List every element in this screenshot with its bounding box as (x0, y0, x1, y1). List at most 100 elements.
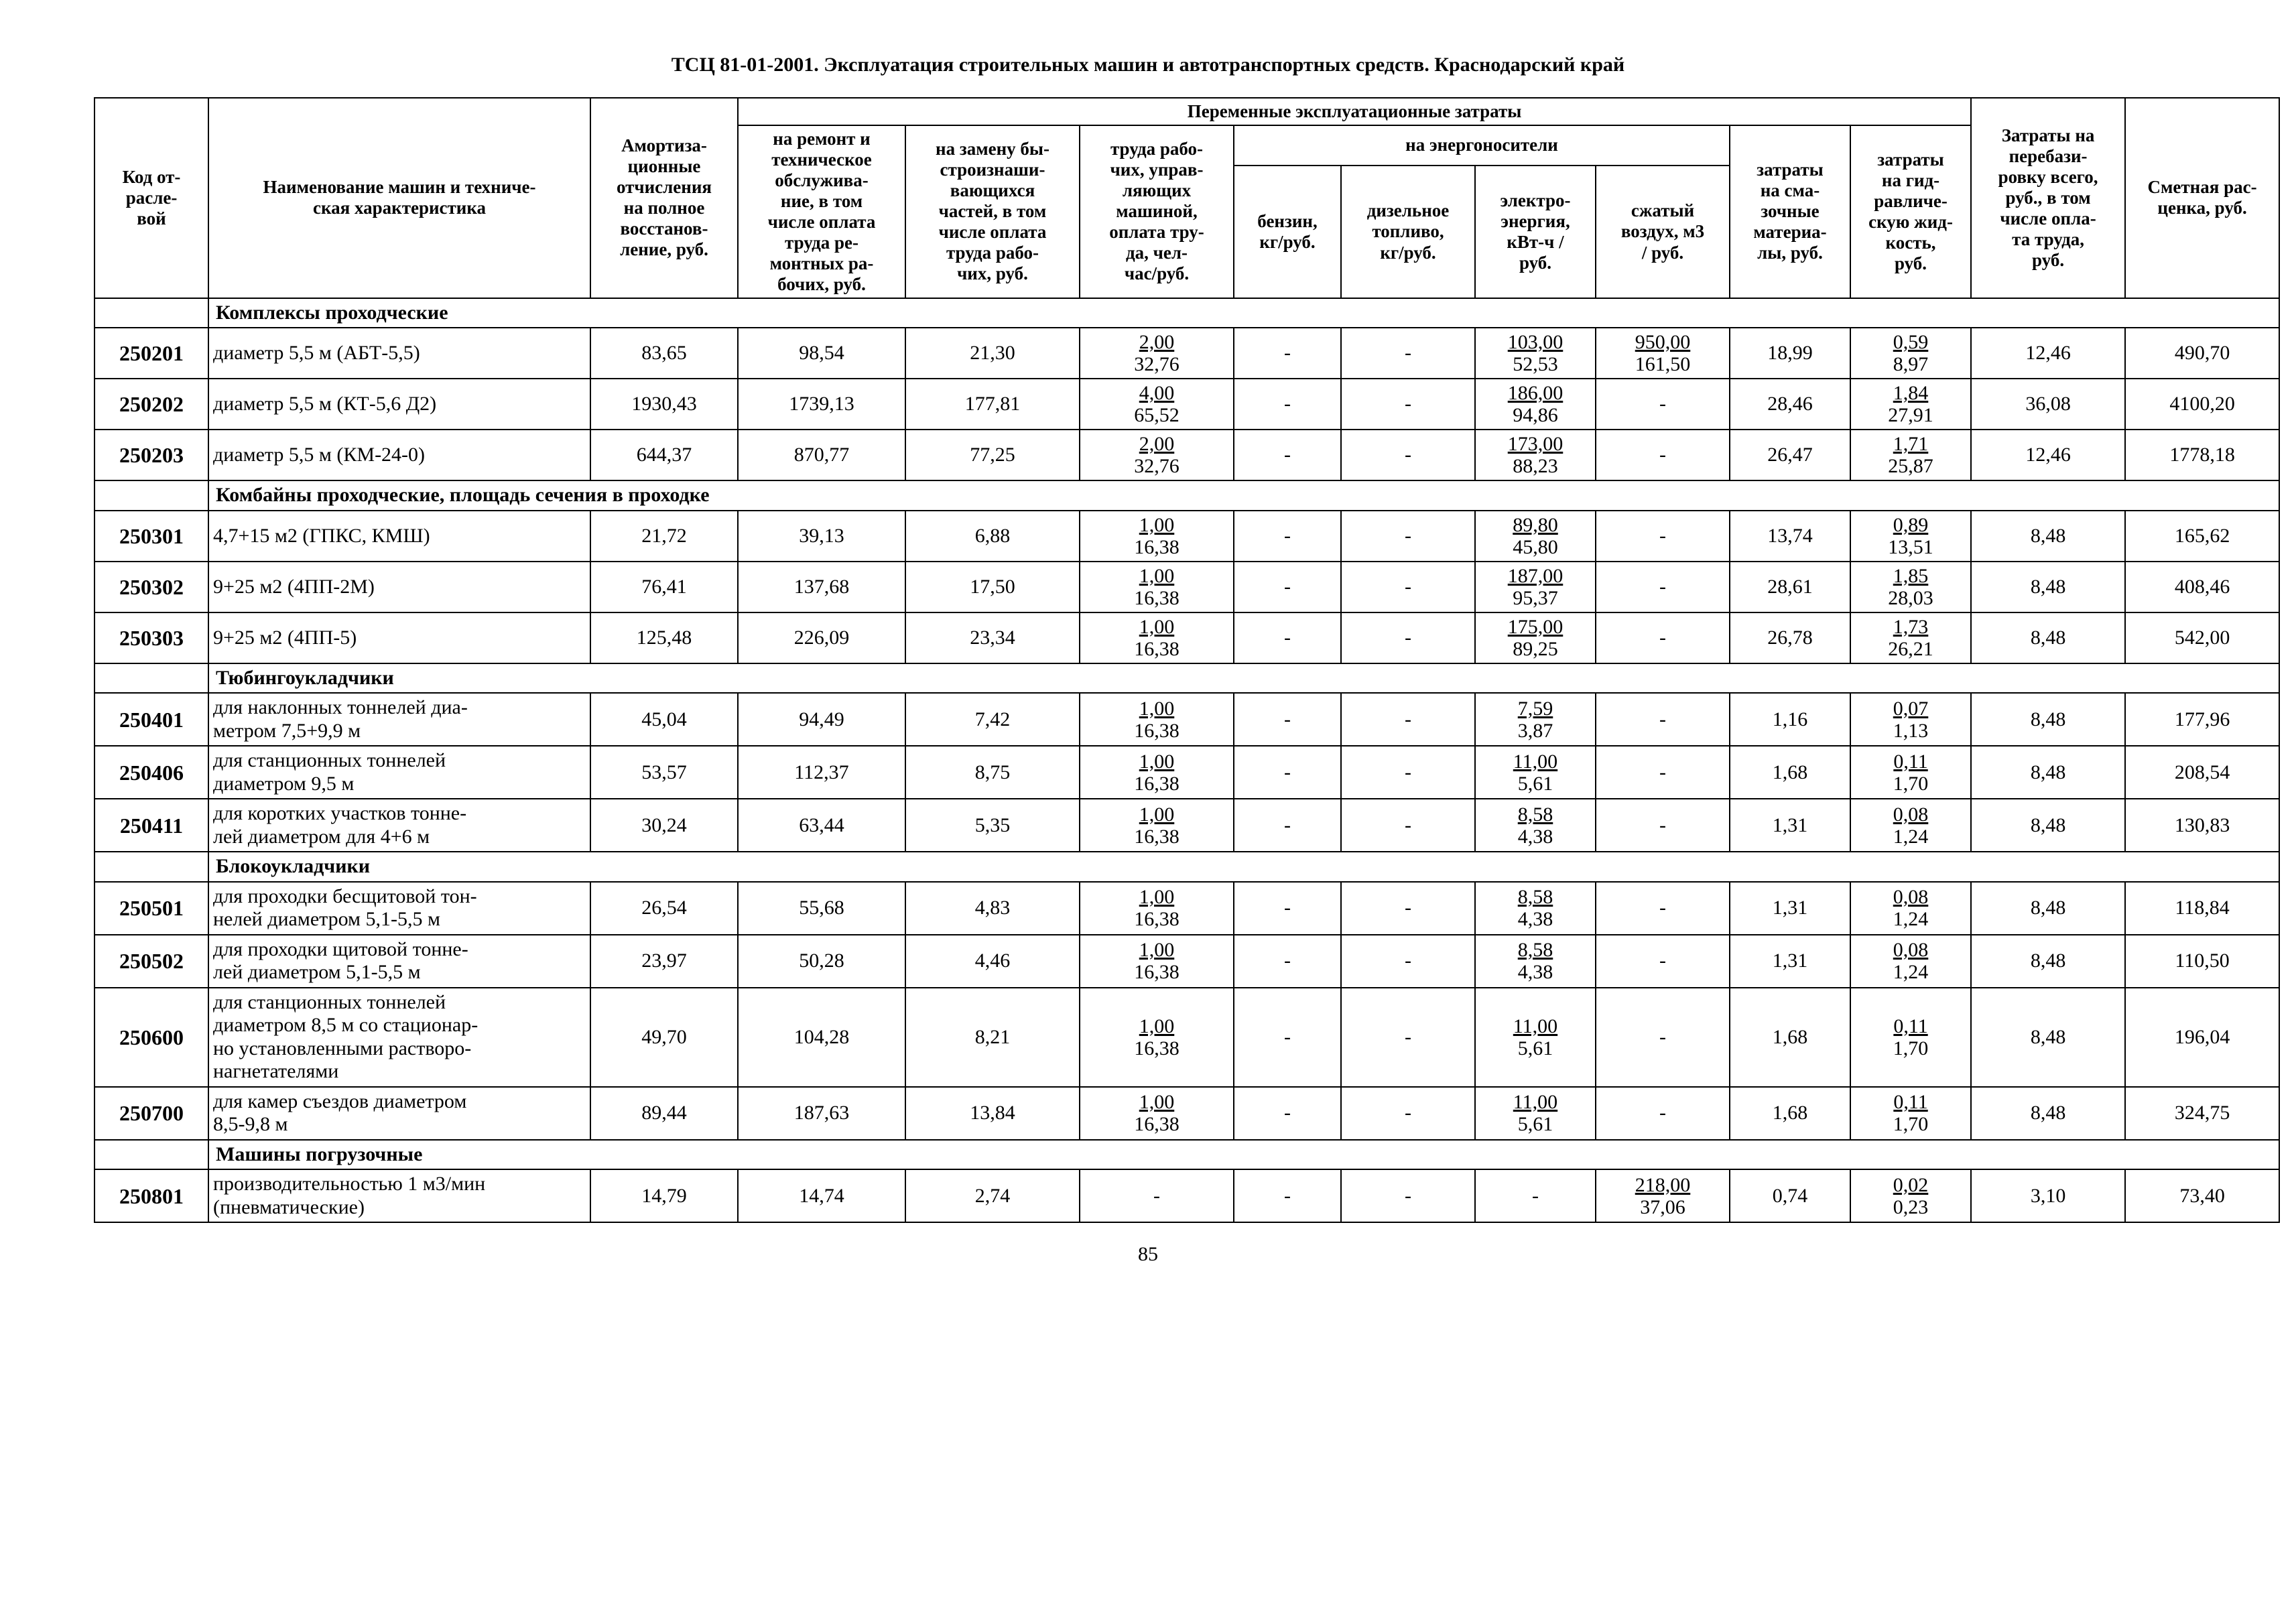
table-cell: 250600 (94, 988, 208, 1087)
table-cell: - (1596, 693, 1730, 746)
table-cell: 110,50 (2125, 935, 2279, 988)
table-cell: 0,111,70 (1850, 988, 1971, 1087)
table-row: 250401для наклонных тоннелей диа-метром … (94, 693, 2279, 746)
table-row: 250406для станционных тоннелейдиаметром … (94, 746, 2279, 799)
table-row: 250600для станционных тоннелейдиаметром … (94, 988, 2279, 1087)
table-cell: 250203 (94, 430, 208, 480)
table-row: 250411для коротких участков тонне-лей ди… (94, 799, 2279, 852)
table-cell: - (1341, 746, 1475, 799)
table-cell: 8,48 (1971, 693, 2125, 746)
table-cell: - (1234, 882, 1341, 935)
table-cell: - (1234, 328, 1341, 379)
table-cell: 11,005,61 (1475, 1087, 1596, 1140)
table-cell: 12,46 (1971, 430, 2125, 480)
table-cell: 250700 (94, 1087, 208, 1140)
table-cell: 21,30 (905, 328, 1080, 379)
table-cell: 1,8528,03 (1850, 562, 1971, 612)
table-cell: 950,00161,50 (1596, 328, 1730, 379)
col-code: Код от-расле-вой (94, 98, 208, 298)
table-cell: - (1341, 935, 1475, 988)
table-cell: для коротких участков тонне-лей диаметро… (208, 799, 590, 852)
table-cell: 103,0052,53 (1475, 328, 1596, 379)
table-cell: - (1341, 1087, 1475, 1140)
table-cell: 1,0016,38 (1080, 882, 1234, 935)
table-cell: 1,0016,38 (1080, 562, 1234, 612)
col-repair: на ремонт итехническоеобслужива-ние, в т… (738, 125, 905, 298)
table-cell: 1,0016,38 (1080, 799, 1234, 852)
table-cell: 4100,20 (2125, 379, 2279, 430)
col-elec: электро-энергия,кВт-ч /руб. (1475, 166, 1596, 298)
table-cell: 196,04 (2125, 988, 2279, 1087)
table-cell: 175,0089,25 (1475, 612, 1596, 663)
table-cell: - (1234, 511, 1341, 562)
section-row: Комплексы проходческие (94, 298, 2279, 328)
table-cell: 8,48 (1971, 562, 2125, 612)
table-cell: 98,54 (738, 328, 905, 379)
table-cell: - (1341, 328, 1475, 379)
table-cell: 8,584,38 (1475, 799, 1596, 852)
table-cell: - (1596, 511, 1730, 562)
page: ТСЦ 81-01-2001. Эксплуатация строительны… (0, 0, 2296, 1623)
table-cell: 8,48 (1971, 799, 2125, 852)
table-cell: 7,42 (905, 693, 1080, 746)
table-cell: - (1234, 746, 1341, 799)
table-cell: 1,0016,38 (1080, 746, 1234, 799)
table-cell: 250502 (94, 935, 208, 988)
table-cell: 30,24 (590, 799, 738, 852)
table-cell: 165,62 (2125, 511, 2279, 562)
col-hyd: затратына гид-равличе-скую жид-кость,руб… (1850, 125, 1971, 298)
table-cell: 1,0016,38 (1080, 511, 1234, 562)
table-cell: для камер съездов диаметром8,5-9,8 м (208, 1087, 590, 1140)
table-cell: 187,63 (738, 1087, 905, 1140)
table-cell: 250201 (94, 328, 208, 379)
table-cell: 0,081,24 (1850, 799, 1971, 852)
table-cell: 8,48 (1971, 1087, 2125, 1140)
table-cell: 0,111,70 (1850, 1087, 1971, 1140)
table-cell: 28,61 (1730, 562, 1850, 612)
table-cell: 63,44 (738, 799, 905, 852)
table-cell: 1,7326,21 (1850, 612, 1971, 663)
table-head: Код от-расле-вой Наименование машин и те… (94, 98, 2279, 298)
table-cell: 1,0016,38 (1080, 693, 1234, 746)
table-cell: - (1234, 612, 1341, 663)
table-cell: производительностью 1 м3/мин(пневматичес… (208, 1169, 590, 1222)
table-cell: диаметр 5,5 м (КТ-5,6 Д2) (208, 379, 590, 430)
table-cell: - (1341, 988, 1475, 1087)
section-row: Комбайны проходческие, площадь сечения в… (94, 480, 2279, 511)
table-cell: для проходки щитовой тонне-лей диаметром… (208, 935, 590, 988)
table-cell: 8,48 (1971, 935, 2125, 988)
table-cell: 250411 (94, 799, 208, 852)
table-cell: 12,46 (1971, 328, 2125, 379)
table-cell: - (1080, 1169, 1234, 1222)
table-cell: 0,74 (1730, 1169, 1850, 1222)
col-wear: на замену бы-строизнаши-вающихсячастей, … (905, 125, 1080, 298)
table-cell: 23,97 (590, 935, 738, 988)
table-cell: 1,16 (1730, 693, 1850, 746)
table-cell: - (1234, 935, 1341, 988)
col-total: Сметная рас-ценка, руб. (2125, 98, 2279, 298)
table-cell: 89,44 (590, 1087, 738, 1140)
table-cell: 8,48 (1971, 988, 2125, 1087)
table-cell: 4,46 (905, 935, 1080, 988)
table-cell: 4,7+15 м2 (ГПКС, КМШ) (208, 511, 590, 562)
table-cell: 5,35 (905, 799, 1080, 852)
table-row: 250201диаметр 5,5 м (АБТ-5,5)83,6598,542… (94, 328, 2279, 379)
section-row: Машины погрузочные (94, 1140, 2279, 1170)
table-cell: 1,0016,38 (1080, 612, 1234, 663)
col-lube: затратына сма-зочныематериа-лы, руб. (1730, 125, 1850, 298)
table-cell: - (1596, 799, 1730, 852)
section-title: Комплексы проходческие (208, 298, 2279, 328)
table-cell: 76,41 (590, 562, 738, 612)
table-cell: 187,0095,37 (1475, 562, 1596, 612)
table-cell: - (1234, 379, 1341, 430)
table-cell: 8,584,38 (1475, 935, 1596, 988)
table-cell: - (1596, 1087, 1730, 1140)
col-variable-group: Переменные эксплуатационные затраты (738, 98, 1971, 125)
table-cell: 26,47 (1730, 430, 1850, 480)
table-cell: 9+25 м2 (4ПП-5) (208, 612, 590, 663)
table-cell: - (1596, 746, 1730, 799)
table-cell: 4,83 (905, 882, 1080, 935)
table-cell: 8,584,38 (1475, 882, 1596, 935)
table-cell: 1739,13 (738, 379, 905, 430)
table-cell: - (1341, 612, 1475, 663)
